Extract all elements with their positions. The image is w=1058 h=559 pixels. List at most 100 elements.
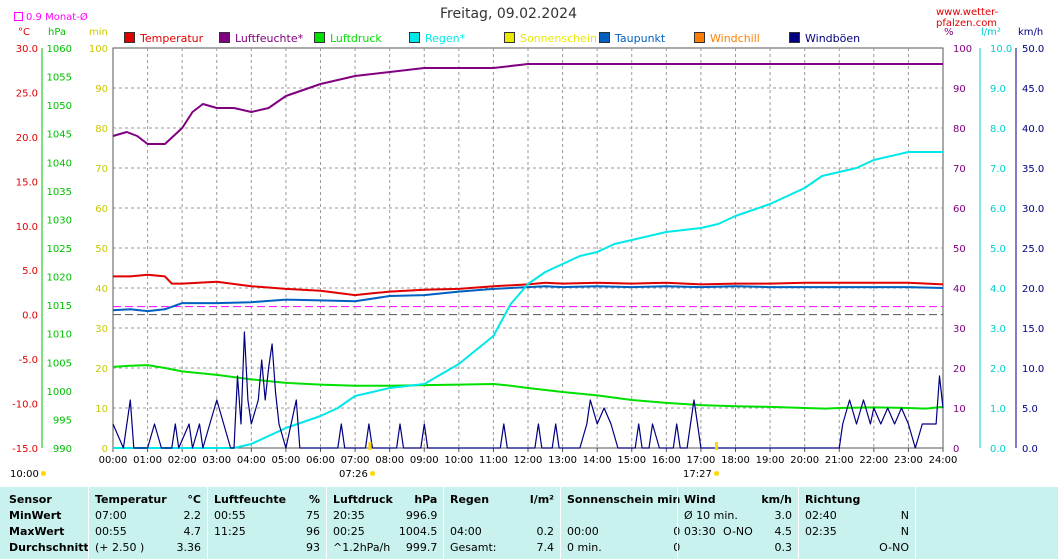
series-line-luftfeuchte [112,63,943,145]
humidity-tick-label: 40 [953,284,966,295]
legend-label: Windböen [805,32,861,45]
row-label: MinWert [9,508,62,522]
temperature-tick-label: 5.0 [22,266,38,277]
rain-tick-label: 6.0 [990,204,1006,215]
rain-head: Regen [450,492,490,506]
unit-hpa: hPa [48,27,67,38]
pressure-tick-label: 990 [53,444,72,455]
sunshine-tick-label: 40 [95,284,108,295]
temperature-tick-label: 0.0 [22,311,38,322]
sunshine-tick-label: 80 [95,124,108,135]
humidity-max-time: 11:25 [214,524,246,538]
wind-tick-label: 15.0 [1022,324,1044,335]
humidity-tick-label: 60 [953,204,966,215]
wind-tick-label: 0.0 [1022,444,1038,455]
series-line-luftdruck [112,364,944,410]
humidity-min-time: 00:55 [214,508,246,522]
x-tick-label: 02:00 [168,455,197,466]
x-tick-label: 14:00 [583,455,612,466]
wind-min-note: Ø 10 min. [684,508,738,522]
wind-tick-label: 25.0 [1022,244,1044,255]
stats-humidity: Luftfeuchte% 00:55 75 11:25 96 93 [211,491,323,555]
humidity-tick-label: 20 [953,364,966,375]
rain-unit: l/m² [529,492,554,506]
pressure-tick-label: 1035 [47,187,72,198]
x-tick-label: 24:00 [929,455,958,466]
wind-max-time: 03:30 [684,524,716,538]
temperature-tick-label: 20.0 [16,133,38,144]
statistics-table: Sensor MinWert MaxWert Durchschnitt Temp… [0,487,1058,559]
humidity-tick-label: 0 [953,444,959,455]
wind-tick-label: 50.0 [1022,44,1044,55]
legend-item-regen: Regen* [409,32,465,45]
legend-swatch [694,32,705,43]
column-divider [798,487,799,559]
column-divider [560,487,561,559]
wind-avg-val: 0.3 [774,540,793,554]
sun-icon [713,471,719,476]
legend-swatch [219,32,230,43]
legend-item-luftdruck: Luftdruck [314,32,382,45]
x-tick-label: 09:00 [410,455,439,466]
legend-swatch [599,32,610,43]
x-tick-label: 21:00 [825,455,854,466]
month-average-swatch [14,12,23,21]
humidity-tick-label: 30 [953,324,966,335]
temperature-max-val: 4.7 [183,524,202,538]
sunshine-avg-val: 0 [654,539,683,555]
temperature-avg-note: (+ 2.50 ) [95,540,145,554]
humidity-tick-label: 80 [953,124,966,135]
direction-avg-val: O-NO [879,540,909,554]
sunrise-left-label: 10:00 [10,469,46,480]
humidity-head: Luftfeuchte [214,492,287,506]
wind-tick-label: 35.0 [1022,164,1044,175]
legend-swatch [314,32,325,43]
humidity-tick-label: 10 [953,404,966,415]
x-tick-label: 12:00 [514,455,543,466]
rain-avg-val: 7.4 [536,540,555,554]
pressure-avg-note: ^1.2hPa/h [333,540,391,554]
sunshine-tick-label: 30 [95,324,108,335]
unit-kmh: km/h [1018,27,1044,38]
sunshine-tick-label: 90 [95,84,108,95]
sunshine-tick-label: 50 [95,244,108,255]
column-divider [207,487,208,559]
rain-tick-label: 0.0 [990,444,1006,455]
column-divider [915,487,916,559]
x-tick-label: 19:00 [756,455,785,466]
pressure-max-val: 1004.5 [398,524,438,538]
sunrise-time: 07:26 [339,469,368,480]
temperature-unit: °C [187,492,201,506]
wind-min-val: 3.0 [774,508,793,522]
legend-label: Temperatur [140,32,204,45]
stats-pressure: Luftdruck hPa 20:35 996.9 00:25 1004.5 ^1.2… [330,491,440,555]
legend-label: Luftfeuchte* [235,32,304,45]
humidity-min-val: 75 [306,508,320,522]
sunshine-tick-label: 60 [95,204,108,215]
pressure-tick-label: 1010 [47,330,72,341]
temperature-tick-label: 10.0 [16,222,38,233]
month-average-label: 0.9 Monat-Ø [26,12,88,23]
x-tick-label: 03:00 [202,455,231,466]
temperature-tick-label: -10.0 [12,400,38,411]
row-label: MaxWert [9,524,65,538]
sunshine-tick-label: 70 [95,164,108,175]
wind-tick-label: 20.0 [1022,284,1044,295]
stats-row-labels: Sensor MinWert MaxWert Durchschnitt [6,491,92,555]
humidity-tick-label: 100 [953,44,972,55]
pressure-tick-label: 1025 [47,244,72,255]
unit-percent: % [944,27,954,38]
pressure-tick-label: 995 [53,415,72,426]
series-line-regen [113,151,943,449]
direction-min-val: N [900,508,909,522]
site-link[interactable]: www.wetter-pfalzen.com [936,7,999,29]
rain-max-val: 0.2 [536,524,555,538]
rain-tick-label: 7.0 [990,164,1006,175]
legend-swatch [409,32,420,43]
humidity-unit: % [308,492,320,506]
temperature-tick-label: -15.0 [12,444,38,455]
wind-tick-label: 30.0 [1022,204,1044,215]
pressure-tick-label: 1005 [47,358,72,369]
legend-item-luftfeuchte: Luftfeuchte* [219,32,303,45]
pressure-tick-label: 1000 [47,387,72,398]
